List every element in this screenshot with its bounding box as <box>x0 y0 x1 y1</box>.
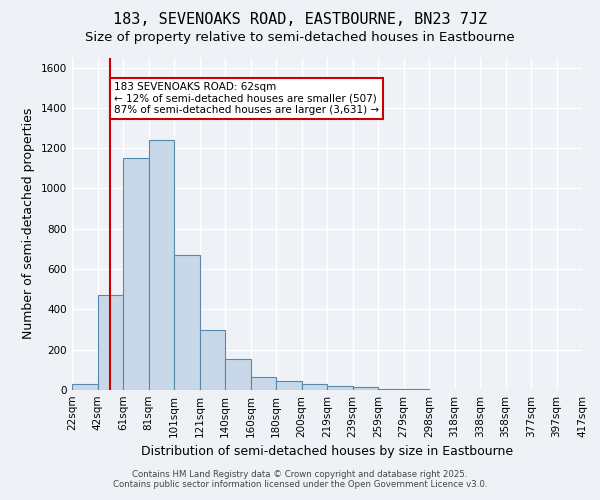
Bar <box>302 384 327 390</box>
Bar <box>353 387 378 390</box>
Y-axis label: Number of semi-detached properties: Number of semi-detached properties <box>22 108 35 340</box>
Bar <box>378 389 404 390</box>
Bar <box>199 330 225 390</box>
Text: Size of property relative to semi-detached houses in Eastbourne: Size of property relative to semi-detach… <box>85 31 515 44</box>
Text: Contains HM Land Registry data © Crown copyright and database right 2025.
Contai: Contains HM Land Registry data © Crown c… <box>113 470 487 489</box>
Bar <box>225 359 251 390</box>
Bar <box>72 384 97 390</box>
Bar <box>123 158 149 390</box>
Bar <box>149 140 174 390</box>
Bar <box>327 386 353 390</box>
Bar <box>251 377 276 390</box>
Bar <box>276 381 302 390</box>
Bar <box>97 296 123 390</box>
Bar <box>174 255 199 390</box>
Text: 183, SEVENOAKS ROAD, EASTBOURNE, BN23 7JZ: 183, SEVENOAKS ROAD, EASTBOURNE, BN23 7J… <box>113 12 487 28</box>
X-axis label: Distribution of semi-detached houses by size in Eastbourne: Distribution of semi-detached houses by … <box>141 446 513 458</box>
Text: 183 SEVENOAKS ROAD: 62sqm
← 12% of semi-detached houses are smaller (507)
87% of: 183 SEVENOAKS ROAD: 62sqm ← 12% of semi-… <box>114 82 379 115</box>
